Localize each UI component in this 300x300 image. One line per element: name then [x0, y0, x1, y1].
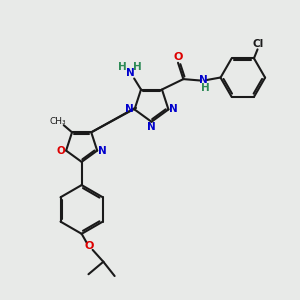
Text: H: H	[118, 61, 127, 72]
Text: N: N	[125, 104, 134, 114]
Text: N: N	[98, 146, 106, 156]
Text: CH₃: CH₃	[50, 117, 66, 126]
Text: N: N	[199, 75, 208, 85]
Text: O: O	[57, 146, 66, 156]
Text: O: O	[84, 241, 94, 251]
Text: H: H	[201, 83, 210, 93]
Text: Cl: Cl	[253, 39, 264, 49]
Text: N: N	[126, 68, 135, 78]
Text: N: N	[169, 104, 178, 114]
Text: H: H	[133, 61, 142, 72]
Text: N: N	[147, 122, 156, 132]
Text: O: O	[173, 52, 183, 62]
